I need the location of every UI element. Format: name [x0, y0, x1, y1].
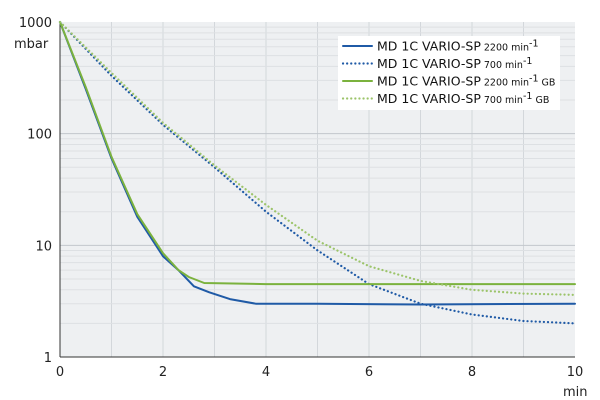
legend-speed: 2200 min [484, 78, 529, 89]
legend-speed: 2200 min [484, 43, 529, 54]
legend-entry-label: MD 1C VARIO-SP 2200 min-1 [377, 39, 539, 54]
y-unit-label: mbar [14, 37, 49, 52]
series-line-2 [58, 20, 577, 325]
y-tick-label: 1 [44, 351, 52, 366]
legend-entry-label: MD 1C VARIO-SP 2200 min-1 GB [377, 74, 555, 89]
series-line-3 [59, 21, 576, 286]
legend-model-name: MD 1C VARIO-SP [377, 39, 481, 54]
legend-exponent: -1 [529, 74, 538, 85]
legend-speed: 700 min [484, 60, 523, 71]
legend-exponent: -1 [523, 56, 532, 67]
tick-labels: 0 2 4 6 8 10 1 10 100 1000 [19, 16, 583, 380]
legend-entry-label: MD 1C VARIO-SP 700 min-1 GB [377, 91, 549, 106]
x-unit-label: min [563, 385, 588, 400]
x-tick-label: 10 [567, 365, 584, 380]
x-tick-label: 2 [159, 365, 167, 380]
x-tick-label: 8 [468, 365, 476, 380]
x-tick-label: 4 [262, 365, 270, 380]
y-tick-label: 100 [27, 128, 52, 143]
legend-suffix: GB [542, 78, 556, 89]
y-tick-label: 10 [35, 239, 52, 254]
legend-model-name: MD 1C VARIO-SP [377, 91, 481, 106]
legend-suffix: GB [535, 95, 549, 106]
x-tick-label: 6 [365, 365, 373, 380]
legend-model-name: MD 1C VARIO-SP [377, 74, 481, 89]
legend-speed: 700 min [484, 95, 523, 106]
legend-box [338, 36, 560, 110]
series-lines [58, 20, 577, 325]
y-tick-label: 1000 [19, 16, 52, 31]
legend-entry-label: MD 1C VARIO-SP 700 min-1 [377, 56, 532, 71]
legend-exponent: -1 [529, 39, 538, 50]
legend-exponent: -1 [523, 91, 532, 102]
axes [59, 22, 575, 358]
x-tick-label: 0 [56, 365, 64, 380]
legend-model-name: MD 1C VARIO-SP [377, 56, 481, 71]
legend: MD 1C VARIO-SP 2200 min-1MD 1C VARIO-SP 70… [338, 36, 560, 110]
